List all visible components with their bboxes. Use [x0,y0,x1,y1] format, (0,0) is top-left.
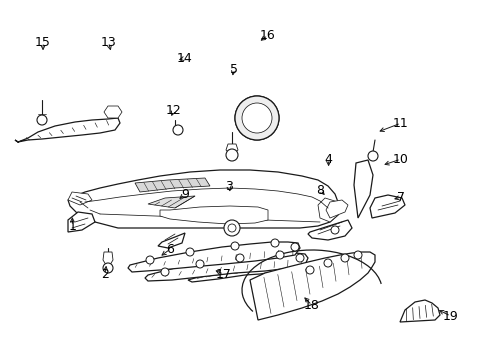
Polygon shape [353,160,372,218]
Circle shape [146,256,154,264]
Text: 19: 19 [442,310,458,323]
Text: 13: 13 [101,36,116,49]
Text: 6: 6 [166,243,174,256]
Circle shape [235,96,279,140]
Text: 11: 11 [392,117,408,130]
Text: 18: 18 [304,299,319,312]
Circle shape [227,224,236,232]
Circle shape [225,149,238,161]
Circle shape [161,268,169,276]
Circle shape [305,266,313,274]
Circle shape [196,260,203,268]
Circle shape [290,243,298,251]
Polygon shape [369,195,404,218]
Circle shape [236,254,244,262]
Text: 1: 1 [68,220,76,233]
Circle shape [235,96,279,140]
Polygon shape [160,206,267,224]
Text: 17: 17 [216,268,231,281]
Polygon shape [249,252,374,320]
Polygon shape [15,118,120,142]
Circle shape [270,239,279,247]
Circle shape [230,242,239,250]
Polygon shape [68,212,95,232]
Text: 10: 10 [392,153,408,166]
Circle shape [173,125,183,135]
Circle shape [324,259,331,267]
Polygon shape [128,242,299,272]
Circle shape [37,115,47,125]
Polygon shape [325,200,347,218]
Text: 12: 12 [165,104,181,117]
Polygon shape [399,300,439,322]
Polygon shape [68,192,92,205]
Text: 5: 5 [229,63,237,76]
Circle shape [243,104,270,132]
Text: 8: 8 [316,184,324,197]
Polygon shape [103,252,113,268]
Polygon shape [225,144,238,155]
Text: 2: 2 [101,268,109,281]
Polygon shape [148,196,195,208]
Text: 14: 14 [177,52,192,65]
Polygon shape [158,233,184,248]
Circle shape [185,248,194,256]
Text: 7: 7 [396,191,404,204]
Circle shape [353,251,361,259]
Circle shape [330,226,338,234]
Text: 3: 3 [224,180,232,193]
Polygon shape [307,220,351,240]
Polygon shape [317,198,337,222]
Circle shape [224,220,240,236]
Circle shape [275,251,284,259]
Polygon shape [135,178,209,192]
Circle shape [367,151,377,161]
Circle shape [295,254,304,262]
Polygon shape [104,106,122,118]
Circle shape [242,103,271,133]
Polygon shape [68,170,337,228]
Polygon shape [145,253,307,281]
Text: 15: 15 [35,36,51,49]
Text: 4: 4 [324,153,332,166]
Text: 9: 9 [181,188,188,201]
Circle shape [340,254,348,262]
Circle shape [103,263,113,273]
Polygon shape [187,265,278,282]
Text: 16: 16 [260,29,275,42]
